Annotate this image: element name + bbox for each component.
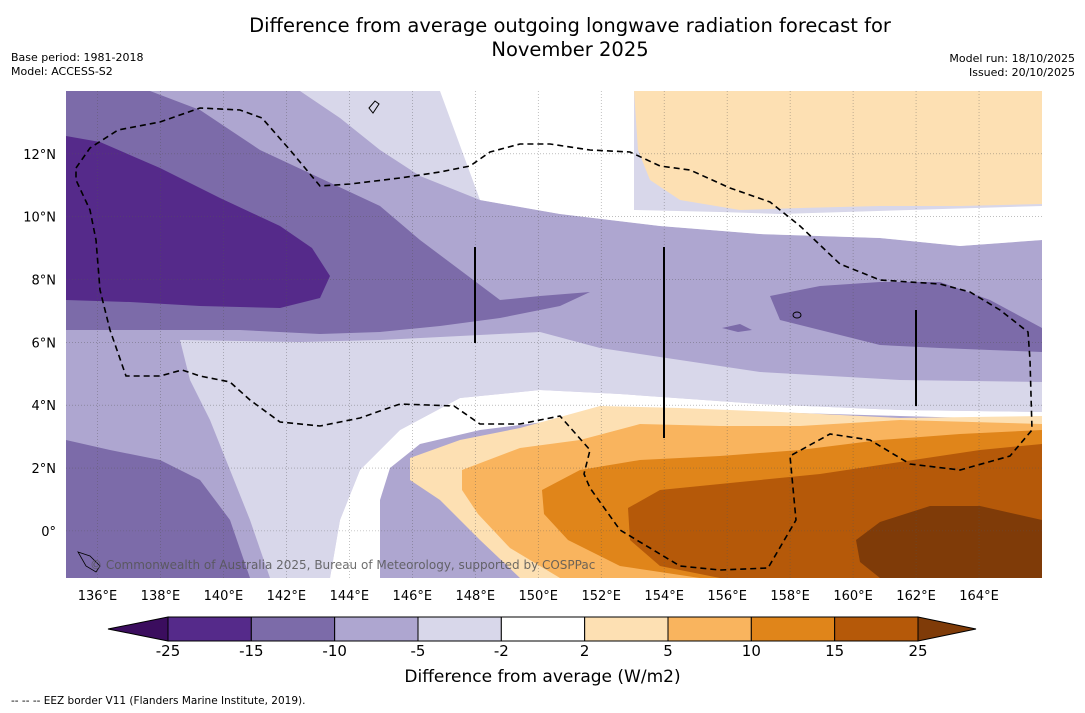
band-minus25-minus15 [66,136,330,308]
colorbar-tick-label: -5 [410,642,426,660]
colorbar-tick-label: 2 [579,642,590,660]
colorbar-tick-label: 25 [908,642,928,660]
chart-title: Difference from average outgoing longwav… [170,14,970,62]
eez-footnote: -- -- -- EEZ border V11 (Flanders Marine… [11,695,306,707]
x-tick-label: 140°E [204,589,244,604]
x-tick-label: 144°E [330,589,370,604]
x-axis-ticks: 136°E 138°E 140°E 142°E 144°E 146°E 148°E 150°E… [78,589,999,604]
x-tick-label: 148°E [456,589,496,604]
y-tick-label: 4°N [32,399,57,414]
island-outline [77,551,101,573]
copyright-text: © Commonwealth of Australia 2025, Bureau… [90,558,596,572]
issued-date: Issued: 20/10/2025 [968,66,1075,79]
colorbar-tick-label: -15 [239,642,264,660]
colorbar-segment [167,616,252,642]
band-minus15-minus10-east [770,282,1042,352]
anomaly-field [66,91,1042,578]
y-tick-label: 0° [41,525,56,540]
x-tick-label: 136°E [78,589,118,604]
meta-left: Base period: 1981-2018 Model: ACCESS-S2 [11,51,143,79]
x-tick-label: 152°E [581,589,621,604]
colorbar-tick-label: -25 [155,642,181,660]
colorbar-segment [750,616,836,642]
x-tick-label: 160°E [833,589,873,604]
x-tick-label: 142°E [267,589,307,604]
colorbar-tick-label: -2 [493,642,509,660]
colorbar-segment [250,616,336,642]
colorbar-segment [834,616,919,642]
island-outline [792,311,802,319]
band-minus2-plus2 [440,91,1042,246]
colorbar-segment [417,616,502,642]
colorbar-extend-low [107,616,169,642]
colorbar-segment [584,616,669,642]
x-tick-label: 164°E [959,589,999,604]
band-plus2-plus5-north [634,91,1042,210]
x-tick-label: 138°E [141,589,181,604]
y-tick-label: 6°N [32,336,57,351]
gridlines [66,91,1042,578]
island-outline [368,100,380,114]
colorbar [107,616,977,642]
x-tick-label: 150°E [518,589,558,604]
band-plus25-extreme [856,506,1042,578]
model-run: Model run: 18/10/2025 [949,52,1075,65]
x-tick-label: 154°E [644,589,684,604]
band-minus5-minus2-south [180,332,1042,578]
colorbar-tick-label: 10 [741,642,761,660]
title-line-1: Difference from average outgoing longwav… [249,14,891,37]
band-minus15-minus10-blob [722,324,752,332]
colorbar-segment [334,616,419,642]
x-tick-label: 158°E [770,589,810,604]
colorbar-tick-label: -10 [322,642,347,660]
colorbar-extend-high [917,616,977,642]
model-name: Model: ACCESS-S2 [11,65,113,78]
x-tick-label: 162°E [896,589,936,604]
band-minus15-minus10-sw [66,440,250,578]
colorbar-title: Difference from average (W/m2) [404,667,681,687]
x-tick-label: 156°E [707,589,747,604]
base-period: Base period: 1981-2018 [11,51,144,64]
y-tick-label: 2°N [32,462,57,477]
colorbar-segment [500,616,586,642]
y-axis-ticks: 0° 2°N 4°N 6°N 8°N 10°N 12°N [23,148,56,540]
y-tick-label: 10°N [23,211,56,226]
colorbar-segment [667,616,752,642]
meta-right: Model run: 18/10/2025 Issued: 20/10/2025 [949,52,1075,80]
x-tick-label: 146°E [393,589,433,604]
eez-border [75,107,1033,571]
y-tick-label: 8°N [32,274,57,289]
colorbar-tick-label: 15 [825,642,845,660]
colorbar-tick-label: 5 [663,642,673,660]
y-tick-label: 12°N [23,148,56,163]
title-line-2: November 2025 [491,38,649,61]
